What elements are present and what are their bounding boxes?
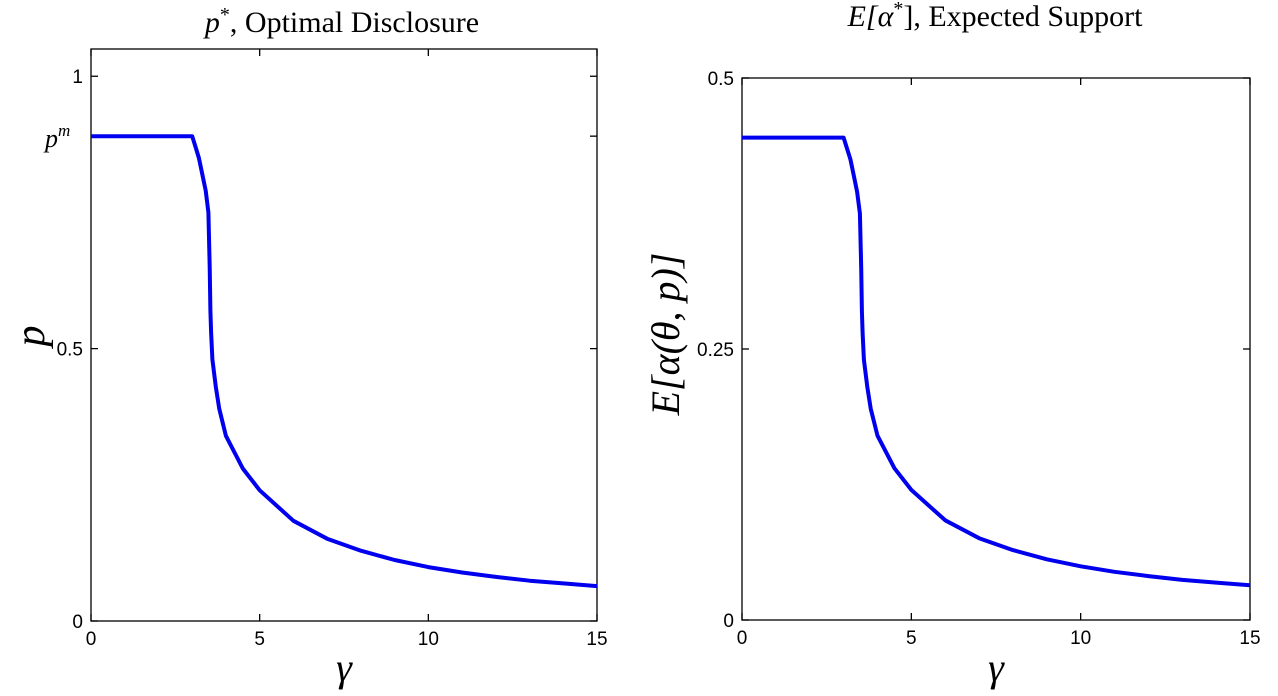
chart-right-title: E[α*], Expected Support xyxy=(847,0,1144,33)
chart-left-extra-tick: pm xyxy=(43,121,597,153)
chart-right-y-ticks: 0 0.25 0.5 xyxy=(697,69,1250,632)
chart-left: p*, Optimal Disclosure 0 5 10 15 00.51 pm γ… xyxy=(8,4,608,690)
chart-left-y-label: p xyxy=(8,326,54,350)
chart-left-title: p*, Optimal Disclosure xyxy=(203,4,479,39)
chart-left-xtick-label: 15 xyxy=(586,629,607,650)
chart-left-xtick-label: 10 xyxy=(418,629,439,650)
chart-right-xtick-label: 10 xyxy=(1070,628,1091,649)
chart-right: E[α*], Expected Support 0 5 10 15 00.250.5 … xyxy=(643,0,1261,690)
chart-right-x-label: γ xyxy=(988,645,1005,690)
chart-right-xtick-label: 0 xyxy=(737,628,748,649)
chart-left-ytick-label: 0 xyxy=(72,612,83,633)
chart-left-frame xyxy=(90,48,598,622)
chart-left-ytick-label: 0.5 xyxy=(57,340,83,361)
chart-right-x-ticks: 0 5 10 15 xyxy=(737,78,1261,649)
chart-left-xtick-label: 5 xyxy=(254,629,265,650)
chart-right-xtick-label: 15 xyxy=(1239,628,1260,649)
chart-right-frame xyxy=(741,77,1251,621)
chart-right-ytick-label: 0 xyxy=(723,611,734,632)
chart-left-extra-tick-label: pm xyxy=(43,121,70,153)
chart-left-x-ticks: 0 5 10 15 xyxy=(86,49,608,650)
chart-left-series-line xyxy=(91,134,598,589)
chart-left-xtick-label: 0 xyxy=(86,629,97,650)
chart-left-y-ticks: 00.51 xyxy=(57,67,597,633)
chart-right-ytick-label: 0.5 xyxy=(708,69,734,90)
chart-left-ytick-label: 1 xyxy=(72,67,83,88)
chart-right-y-label: E[α(θ, p)] xyxy=(643,253,688,417)
chart-right-ytick-label: 0.25 xyxy=(697,340,734,361)
chart-left-x-label: γ xyxy=(336,645,353,690)
chart-right-xtick-label: 5 xyxy=(906,628,917,649)
chart-right-series-line xyxy=(742,135,1251,588)
